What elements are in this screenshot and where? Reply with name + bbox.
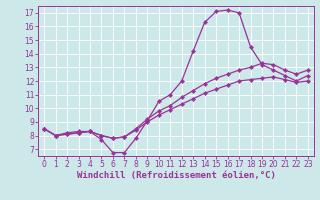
X-axis label: Windchill (Refroidissement éolien,°C): Windchill (Refroidissement éolien,°C)	[76, 171, 276, 180]
